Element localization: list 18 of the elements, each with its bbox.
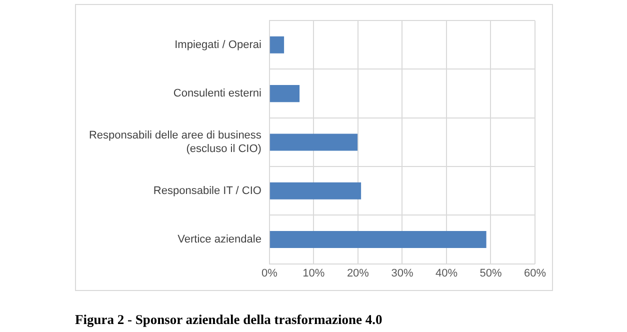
bar xyxy=(270,230,486,248)
text: Figura 2 - Sponsor aziendale della trasformazione 4.0 xyxy=(75,312,382,328)
x-tick-label: 30% xyxy=(391,267,414,280)
bar xyxy=(270,182,362,200)
bar xyxy=(270,36,284,54)
x-tick-label: 50% xyxy=(480,267,502,280)
x-tick-label: 10% xyxy=(302,267,325,280)
x-tick-label: 0% xyxy=(261,267,278,280)
x-tick-label: 40% xyxy=(435,267,458,280)
bar xyxy=(270,134,358,151)
y-tick-label: Impiegati / Operai xyxy=(174,38,262,51)
y-tick-label: Consulenti esterni xyxy=(173,88,262,100)
x-tick-label: 60% xyxy=(524,267,546,280)
x-tick-label: 20% xyxy=(346,267,370,280)
y-tick-label: Responsabili delle aree di business (escluso il CIO) xyxy=(88,130,262,155)
y-tick-label: Responsabile IT / CIO xyxy=(153,184,262,197)
bar xyxy=(270,85,300,102)
y-tick-label: Vertice aziendale xyxy=(178,234,262,246)
